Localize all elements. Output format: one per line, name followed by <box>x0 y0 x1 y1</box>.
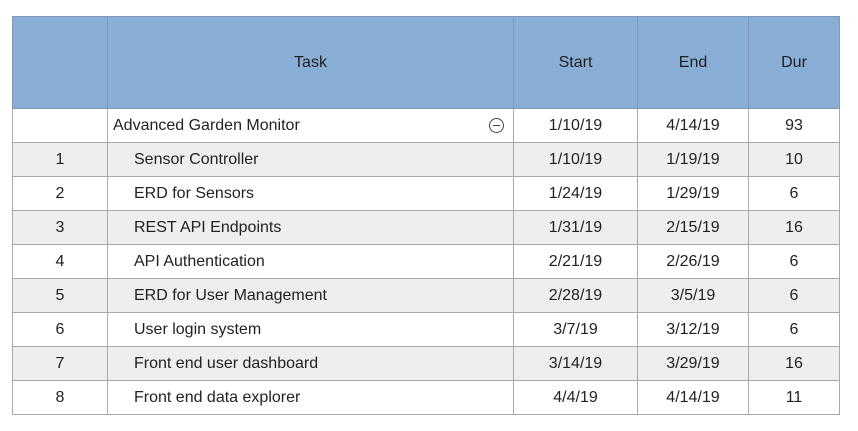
task-name-cell[interactable]: ERD for User Management <box>107 278 514 313</box>
task-start[interactable]: 2/21/19 <box>513 244 638 279</box>
task-name: Sensor Controller <box>134 150 259 168</box>
task-name-cell[interactable]: User login system <box>107 312 514 347</box>
task-name-cell[interactable]: REST API Endpoints <box>107 210 514 245</box>
gantt-task-grid: Task Start End Dur Advanced Garden Monit… <box>12 16 840 415</box>
task-name: User login system <box>134 320 262 338</box>
task-end[interactable]: 1/29/19 <box>637 176 749 211</box>
task-num: 7 <box>12 346 108 381</box>
header-task[interactable]: Task <box>107 16 514 109</box>
collapse-icon[interactable] <box>489 118 504 133</box>
task-name: ERD for User Management <box>134 286 327 304</box>
task-name-cell[interactable]: Front end data explorer <box>107 380 514 415</box>
task-row[interactable]: 2 ERD for Sensors 1/24/19 1/29/19 6 <box>12 176 840 211</box>
header-row: Task Start End Dur <box>12 16 840 109</box>
task-end[interactable]: 3/5/19 <box>637 278 749 313</box>
summary-task-name: Advanced Garden Monitor <box>113 116 300 134</box>
task-end[interactable]: 1/19/19 <box>637 142 749 177</box>
task-num: 2 <box>12 176 108 211</box>
task-num: 6 <box>12 312 108 347</box>
task-dur[interactable]: 16 <box>748 346 840 381</box>
task-num: 1 <box>12 142 108 177</box>
task-dur[interactable]: 10 <box>748 142 840 177</box>
task-dur[interactable]: 16 <box>748 210 840 245</box>
task-start[interactable]: 3/14/19 <box>513 346 638 381</box>
task-dur[interactable]: 11 <box>748 380 840 415</box>
summary-start[interactable]: 1/10/19 <box>513 108 638 143</box>
task-name-cell[interactable]: ERD for Sensors <box>107 176 514 211</box>
task-end[interactable]: 3/12/19 <box>637 312 749 347</box>
task-row[interactable]: 4 API Authentication 2/21/19 2/26/19 6 <box>12 244 840 279</box>
task-row[interactable]: 1 Sensor Controller 1/10/19 1/19/19 10 <box>12 142 840 177</box>
task-dur[interactable]: 6 <box>748 312 840 347</box>
task-start[interactable]: 2/28/19 <box>513 278 638 313</box>
task-row[interactable]: 6 User login system 3/7/19 3/12/19 6 <box>12 312 840 347</box>
task-name: REST API Endpoints <box>134 218 282 236</box>
task-num: 8 <box>12 380 108 415</box>
header-dur[interactable]: Dur <box>748 16 840 109</box>
task-dur[interactable]: 6 <box>748 278 840 313</box>
task-end[interactable]: 2/15/19 <box>637 210 749 245</box>
task-name-cell[interactable]: Sensor Controller <box>107 142 514 177</box>
task-dur[interactable]: 6 <box>748 244 840 279</box>
summary-num <box>12 108 108 143</box>
header-start[interactable]: Start <box>513 16 638 109</box>
task-start[interactable]: 1/31/19 <box>513 210 638 245</box>
task-start[interactable]: 4/4/19 <box>513 380 638 415</box>
header-end[interactable]: End <box>637 16 749 109</box>
task-num: 3 <box>12 210 108 245</box>
task-end[interactable]: 4/14/19 <box>637 380 749 415</box>
task-end[interactable]: 3/29/19 <box>637 346 749 381</box>
task-name: API Authentication <box>134 252 265 270</box>
task-row[interactable]: 7 Front end user dashboard 3/14/19 3/29/… <box>12 346 840 381</box>
task-start[interactable]: 1/10/19 <box>513 142 638 177</box>
header-num[interactable] <box>12 16 108 109</box>
summary-row[interactable]: Advanced Garden Monitor 1/10/19 4/14/19 … <box>12 108 840 143</box>
task-name: Front end user dashboard <box>134 354 319 372</box>
task-name-cell[interactable]: Front end user dashboard <box>107 346 514 381</box>
task-row[interactable]: 3 REST API Endpoints 1/31/19 2/15/19 16 <box>12 210 840 245</box>
task-num: 5 <box>12 278 108 313</box>
task-row[interactable]: 8 Front end data explorer 4/4/19 4/14/19… <box>12 380 840 415</box>
task-name-cell[interactable]: API Authentication <box>107 244 514 279</box>
task-end[interactable]: 2/26/19 <box>637 244 749 279</box>
task-dur[interactable]: 6 <box>748 176 840 211</box>
task-start[interactable]: 3/7/19 <box>513 312 638 347</box>
summary-task-cell[interactable]: Advanced Garden Monitor <box>107 108 514 143</box>
summary-end[interactable]: 4/14/19 <box>637 108 749 143</box>
task-name: Front end data explorer <box>134 388 301 406</box>
task-name: ERD for Sensors <box>134 184 255 202</box>
task-num: 4 <box>12 244 108 279</box>
summary-dur[interactable]: 93 <box>748 108 840 143</box>
task-start[interactable]: 1/24/19 <box>513 176 638 211</box>
task-row[interactable]: 5 ERD for User Management 2/28/19 3/5/19… <box>12 278 840 313</box>
